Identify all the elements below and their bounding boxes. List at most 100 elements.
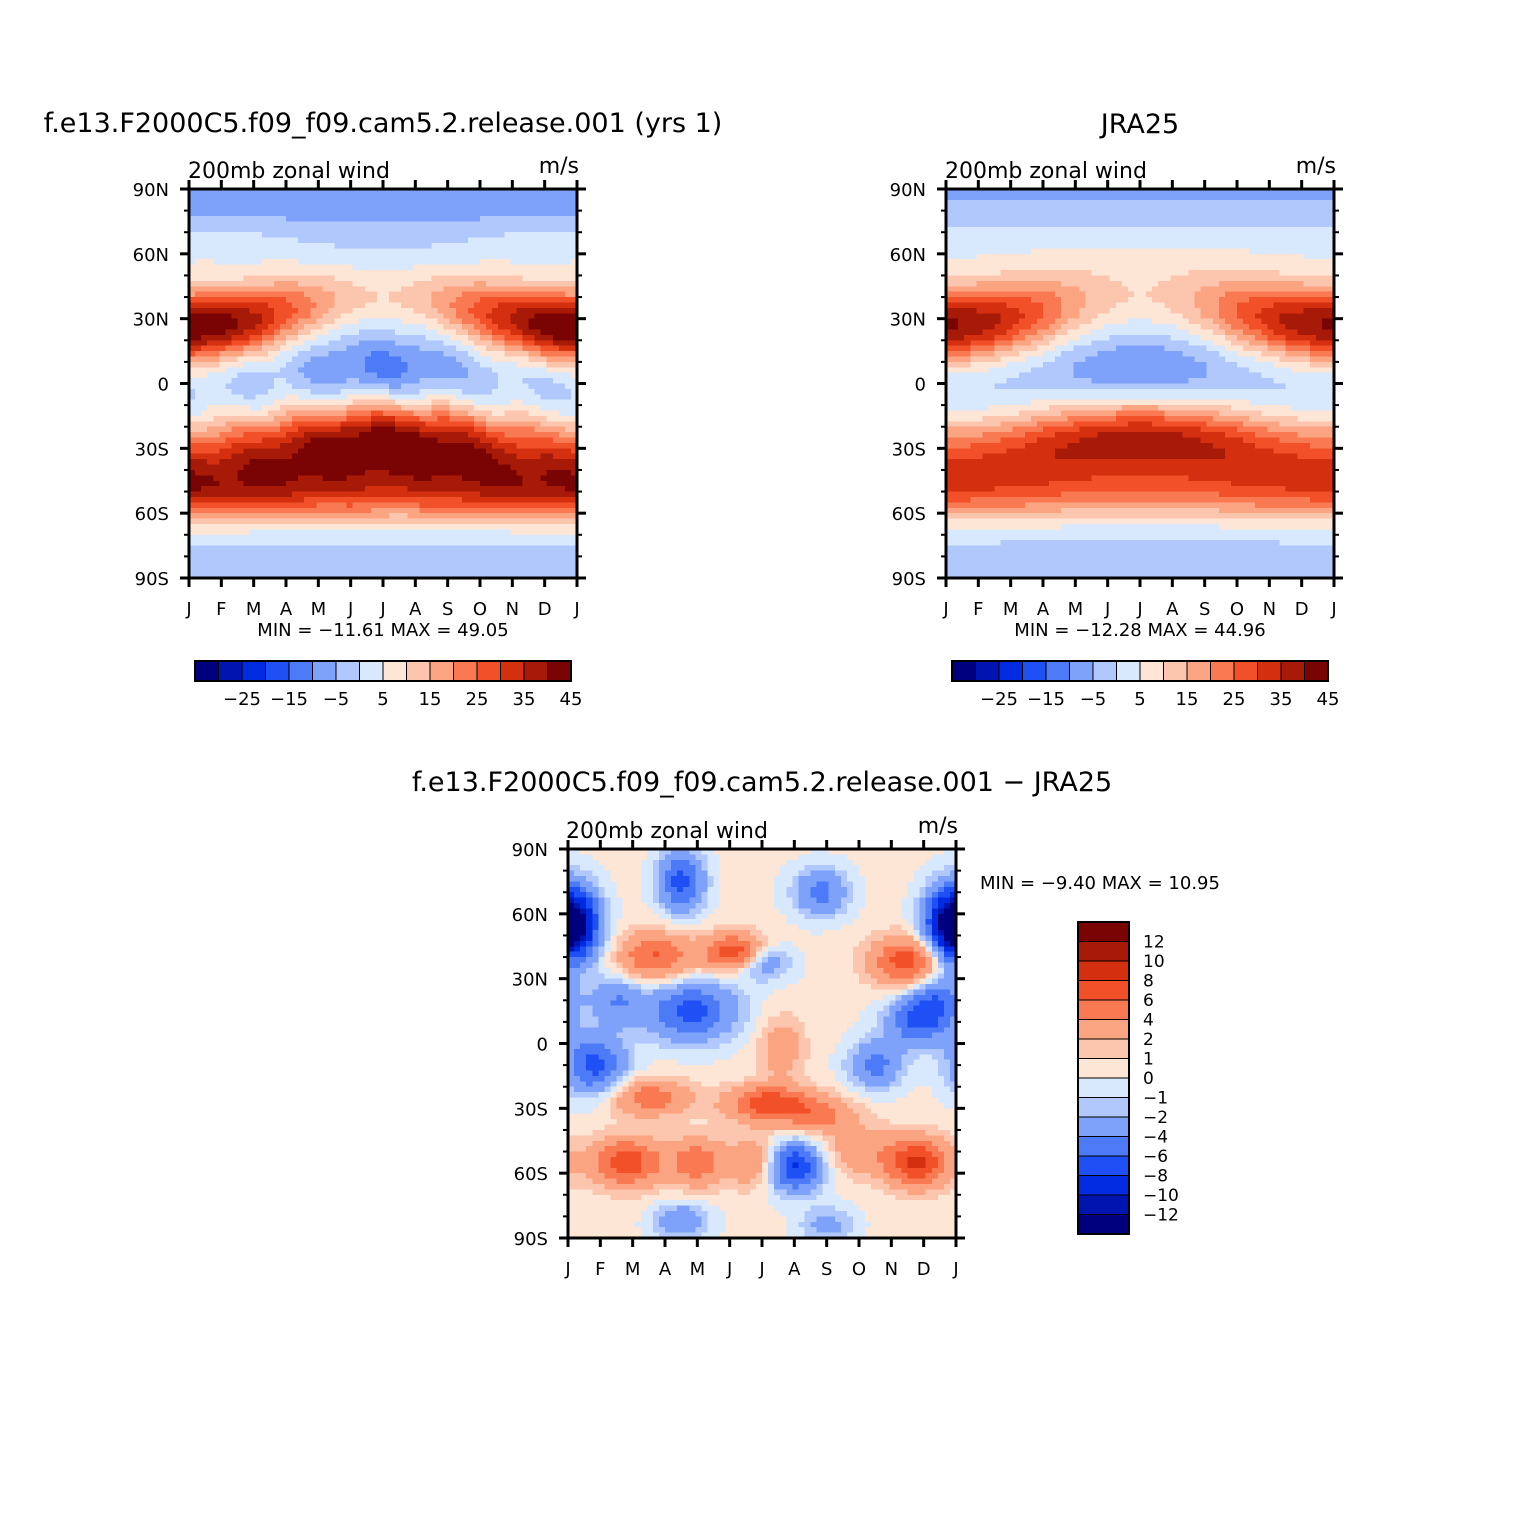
model-cell [395, 226, 402, 233]
model-cell [522, 205, 530, 212]
model-cell [322, 513, 330, 520]
model-cell [322, 507, 330, 514]
model-cell [334, 405, 342, 412]
model-cell [558, 486, 566, 493]
model-cell [310, 334, 317, 341]
model-cell [419, 388, 427, 395]
model-cell [346, 194, 354, 201]
model-cell [273, 361, 281, 368]
model-cell [310, 270, 317, 277]
model-cell [249, 469, 257, 476]
model-cell [395, 302, 402, 309]
obs-cell [1255, 210, 1262, 217]
model-cell [480, 189, 487, 195]
model-cell [570, 383, 578, 390]
model-cell [340, 388, 348, 395]
model-cell [383, 194, 390, 201]
model-cell [304, 550, 311, 557]
obs-cell [1061, 210, 1068, 217]
model-cell [455, 383, 463, 390]
model-cell [249, 529, 257, 536]
model-cell [431, 540, 439, 547]
model-cell [522, 464, 530, 471]
model-cell [528, 545, 536, 552]
model-cell [189, 426, 196, 433]
model-cell [334, 378, 342, 385]
model-cell [570, 248, 578, 255]
model-cell [261, 270, 269, 277]
model-cell [383, 291, 390, 298]
model-cell [425, 432, 433, 439]
model-cell [425, 486, 433, 493]
model-cell [449, 507, 457, 514]
model-cell [540, 313, 548, 320]
model-cell [243, 507, 251, 514]
model-cell [255, 550, 263, 557]
model-cell [219, 502, 226, 509]
model-cell [376, 318, 384, 325]
model-cell [461, 486, 469, 493]
model-cell [340, 561, 348, 568]
model-cell [504, 307, 511, 314]
model-cell [322, 529, 330, 536]
model-cell [207, 221, 214, 228]
model-cell [461, 550, 469, 557]
model-cell [267, 345, 275, 352]
model-cell [201, 518, 208, 525]
model-cell [316, 313, 323, 320]
model-cell [316, 194, 323, 201]
model-cell [401, 302, 408, 309]
model-cell [504, 459, 511, 466]
model-cell [340, 405, 348, 412]
model-cell [516, 383, 524, 390]
model-cell [243, 372, 251, 379]
model-cell [370, 302, 378, 309]
model-cell [528, 356, 536, 363]
model-cell [243, 280, 251, 287]
model-cell [455, 237, 463, 244]
model-cell [516, 513, 524, 520]
model-cell [201, 448, 208, 455]
model-cell [237, 534, 245, 541]
model-cell [480, 426, 487, 433]
model-cell [528, 469, 536, 476]
model-cell [376, 480, 384, 487]
model-cell [261, 253, 269, 260]
model-cell [364, 529, 372, 536]
obs-cell [1000, 189, 1008, 195]
model-cell [552, 205, 560, 212]
model-cell [195, 496, 202, 503]
model-cell [546, 459, 554, 466]
colorbar-model-swatch [288, 660, 313, 682]
model-cell [207, 405, 214, 412]
model-cell [328, 513, 336, 520]
model-cell [346, 437, 354, 444]
model-cell [334, 307, 342, 314]
model-cell [364, 410, 372, 417]
model-cell [558, 210, 566, 217]
model-cell [286, 550, 293, 557]
obs-cell [1036, 199, 1044, 206]
model-cell [498, 243, 505, 250]
model-cell [516, 486, 524, 493]
model-cell [352, 253, 360, 260]
model-cell [473, 567, 481, 574]
obs-cell [1055, 205, 1062, 212]
model-cell [201, 572, 208, 579]
model-cell [413, 464, 420, 471]
model-cell [364, 345, 372, 352]
model-cell [316, 421, 323, 428]
model-cell [504, 226, 511, 233]
model-cell [352, 491, 360, 498]
model-cell [425, 189, 433, 195]
model-cell [467, 275, 475, 282]
model-cell [516, 210, 524, 217]
model-cell [473, 351, 481, 358]
model-cell [334, 529, 342, 536]
model-cell [340, 189, 348, 195]
model-cell [443, 232, 451, 239]
model-cell [473, 415, 481, 422]
model-cell [237, 529, 245, 536]
model-cell [273, 469, 281, 476]
model-cell [570, 518, 578, 525]
